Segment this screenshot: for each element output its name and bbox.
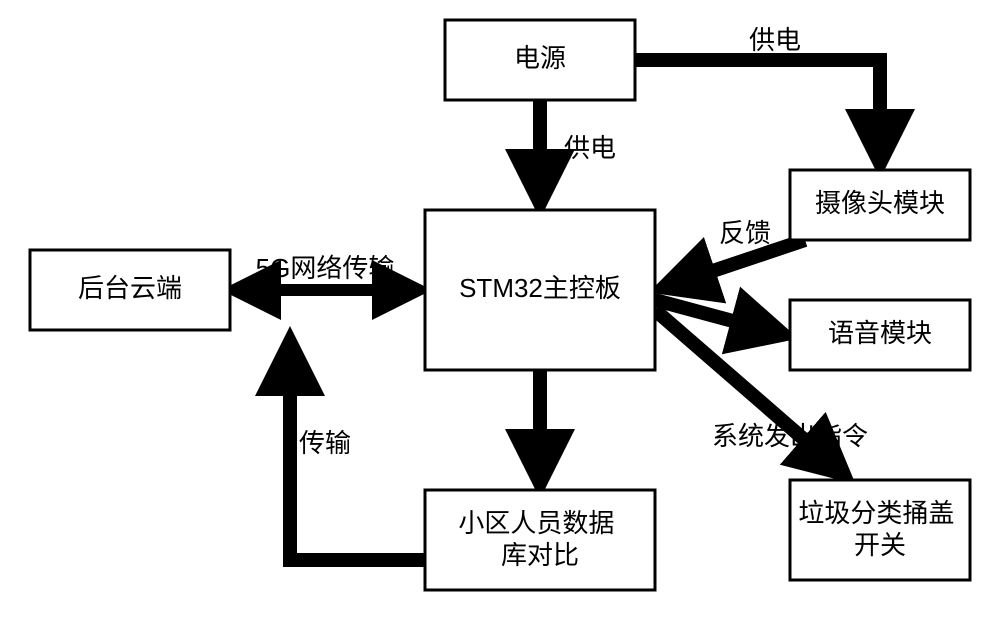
label-db-cloud: 传输 bbox=[299, 428, 351, 458]
svg-text:语音模块: 语音模块 bbox=[828, 318, 932, 348]
node-stm32: STM32主控板 bbox=[425, 210, 655, 370]
label-camera-stm32: 反馈 bbox=[719, 218, 771, 248]
label-stm32-switch: 系统发出指令 bbox=[712, 421, 868, 451]
node-db: 小区人员数据 库对比 bbox=[425, 490, 655, 590]
diagram-canvas: 电源 STM32主控板 后台云端 摄像头模块 语音模块 小区人员数据 库对比 垃… bbox=[0, 0, 1000, 633]
edge-power-camera bbox=[635, 60, 880, 165]
svg-text:摄像头模块: 摄像头模块 bbox=[815, 188, 945, 218]
node-voice: 语音模块 bbox=[790, 300, 970, 370]
node-switch: 垃圾分类捅盖 开关 bbox=[790, 480, 970, 580]
node-db-line2: 库对比 bbox=[501, 540, 579, 570]
svg-text:电源: 电源 bbox=[514, 43, 566, 73]
node-switch-line1: 垃圾分类捅盖 bbox=[798, 498, 954, 528]
svg-text:STM32主控板: STM32主控板 bbox=[459, 273, 621, 303]
label-power-stm32: 供电 bbox=[564, 133, 616, 163]
node-cloud: 后台云端 bbox=[30, 250, 230, 330]
node-power: 电源 bbox=[445, 20, 635, 100]
label-stm32-cloud: 5G网络传输 bbox=[256, 253, 395, 283]
node-switch-line2: 开关 bbox=[854, 530, 906, 560]
svg-text:后台云端: 后台云端 bbox=[78, 273, 182, 303]
node-camera: 摄像头模块 bbox=[790, 170, 970, 240]
node-db-line1: 小区人员数据 bbox=[458, 508, 614, 538]
label-power-camera: 供电 bbox=[749, 25, 801, 55]
